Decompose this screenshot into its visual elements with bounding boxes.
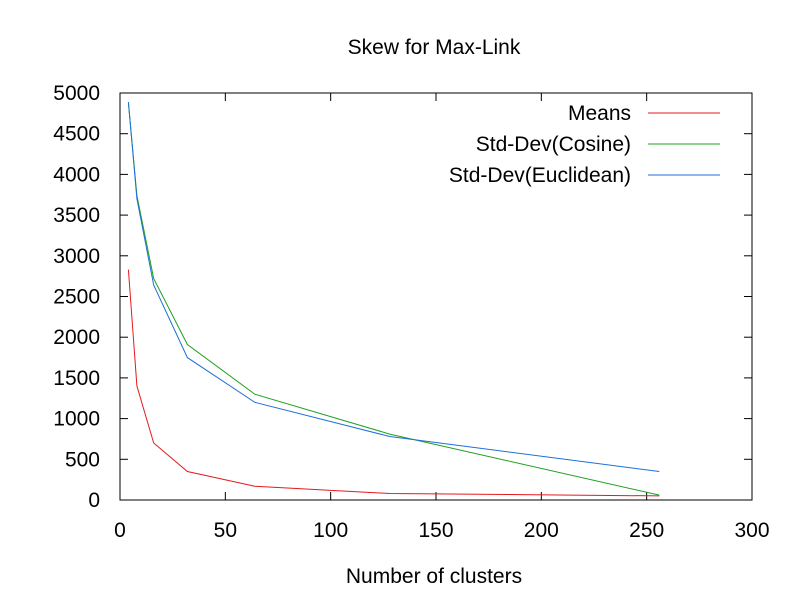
y-tick-label: 5000 (53, 82, 100, 105)
x-tick-label: 200 (524, 519, 559, 542)
x-tick-label: 150 (418, 519, 453, 542)
y-tick-label: 2000 (53, 326, 100, 349)
legend-label: Std-Dev(Euclidean) (449, 164, 631, 187)
y-axis: 0 500 1000 1500 2000 2500 3000 3500 4000 4500 5000 (53, 82, 752, 512)
series-line-std-dev-euclidean (127, 101, 660, 472)
legend: Means Std-Dev(Cosine) Std-Dev(Euclidean) (449, 102, 720, 187)
chart-title: Skew for Max-Link (348, 36, 521, 59)
y-tick-label: 0 (88, 489, 100, 512)
y-tick-label: 1500 (53, 367, 100, 390)
x-tick-label: 0 (114, 519, 126, 542)
series-line-means (127, 269, 660, 497)
x-axis: 0 50 100 150 200 250 300 (114, 93, 770, 542)
y-tick-label: 2500 (53, 286, 100, 309)
y-tick-label: 4000 (53, 163, 100, 186)
x-tick-label: 100 (313, 519, 348, 542)
plot-area-frame (119, 92, 753, 501)
y-tick-label: 1000 (53, 408, 100, 431)
series-line-std-dev-cosine (127, 102, 660, 496)
y-tick-label: 4500 (53, 123, 100, 146)
x-tick-label: 50 (214, 519, 237, 542)
x-tick-label: 250 (629, 519, 664, 542)
y-tick-label: 3000 (53, 245, 100, 268)
x-axis-title: Number of clusters (346, 565, 522, 588)
legend-label: Means (568, 102, 631, 125)
legend-label: Std-Dev(Cosine) (476, 133, 631, 156)
series-lines (127, 101, 660, 497)
x-tick-label: 300 (734, 519, 769, 542)
y-tick-label: 3500 (53, 204, 100, 227)
y-tick-label: 500 (65, 448, 100, 471)
